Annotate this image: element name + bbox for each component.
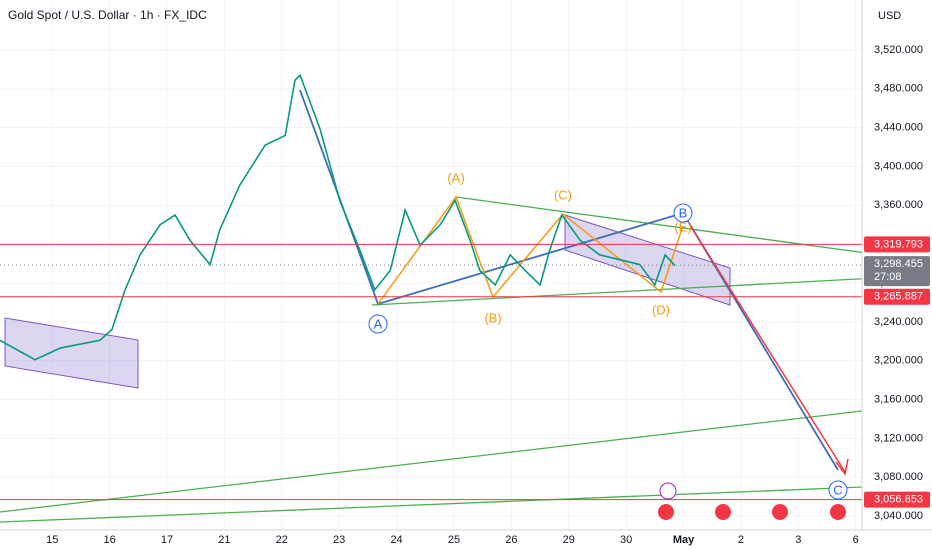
x-tick-label: May xyxy=(673,534,695,546)
trendline xyxy=(371,274,932,306)
event-icon xyxy=(715,504,731,520)
chart-title: Gold Spot / U.S. Dollar · 1h · FX_IDC xyxy=(8,8,207,22)
y-tick-label: 3,200.000 xyxy=(874,355,923,367)
current-price-box xyxy=(864,256,930,287)
trendline xyxy=(0,486,863,523)
y-tick-label: 3,160.000 xyxy=(874,393,923,405)
wave-label: (C) xyxy=(554,187,572,202)
x-tick-label: 6 xyxy=(853,534,859,546)
wave-circle xyxy=(673,203,693,223)
wave-circle xyxy=(828,480,848,500)
x-tick-label: 25 xyxy=(448,534,460,546)
countdown: 27:08 xyxy=(874,271,902,283)
y-tick-label: 3,480.000 xyxy=(874,83,923,95)
price-level-label: 3,265.887 xyxy=(874,291,923,303)
arrow-head xyxy=(835,458,849,476)
event-icon xyxy=(658,504,674,520)
x-tick-label: 22 xyxy=(276,534,288,546)
current-price-label: 3,298.455 xyxy=(874,258,923,270)
currency: USD xyxy=(878,10,901,22)
wave-line xyxy=(377,195,684,305)
price-level-label: 3,056.853 xyxy=(874,494,923,506)
event-icons xyxy=(658,482,846,520)
x-tick-label: 24 xyxy=(390,534,402,546)
trendline xyxy=(0,410,863,513)
event-icon xyxy=(830,504,846,520)
wave-label: A xyxy=(374,316,383,331)
x-tick-label: 29 xyxy=(563,534,575,546)
price-level-box xyxy=(864,491,930,508)
wave-circle xyxy=(368,314,388,334)
wave-label: (E) xyxy=(674,219,691,234)
y-tick-label: 3,520.000 xyxy=(874,44,923,56)
x-tick-label: 15 xyxy=(46,534,58,546)
x-tick-label: 26 xyxy=(505,534,517,546)
x-tick-label: 2 xyxy=(738,534,744,546)
price-line xyxy=(0,73,676,361)
y-tick-label: 3,120.000 xyxy=(874,432,923,444)
wave-label: C xyxy=(833,482,842,497)
y-tick-label: 3,360.000 xyxy=(874,199,923,211)
x-tick-label: 17 xyxy=(161,534,173,546)
y-tick-label: 3,040.000 xyxy=(874,510,923,522)
price-level-box xyxy=(864,236,930,253)
x-tick-label: 3 xyxy=(795,534,801,546)
x-tick-label: 23 xyxy=(333,534,345,546)
wave-label: (B) xyxy=(484,310,501,325)
price-level-label: 3,319.793 xyxy=(874,238,923,250)
arrow xyxy=(689,224,846,473)
x-tick-label: 21 xyxy=(218,534,230,546)
price-level-box xyxy=(864,288,930,305)
plot xyxy=(0,73,862,501)
y-tick-label: 3,440.000 xyxy=(874,122,923,134)
event-icon xyxy=(772,504,788,520)
y-tick-label: 3,080.000 xyxy=(874,471,923,483)
y-tick-label: 3,240.000 xyxy=(874,316,923,328)
y-tick-label: 3,400.000 xyxy=(874,160,923,172)
wave-label: B xyxy=(679,205,688,220)
wave-label: (D) xyxy=(652,302,670,317)
x-tick-label: 16 xyxy=(103,534,115,546)
event-icon xyxy=(659,482,677,500)
wave-label: (A) xyxy=(447,170,464,185)
x-tick-label: 30 xyxy=(620,534,632,546)
